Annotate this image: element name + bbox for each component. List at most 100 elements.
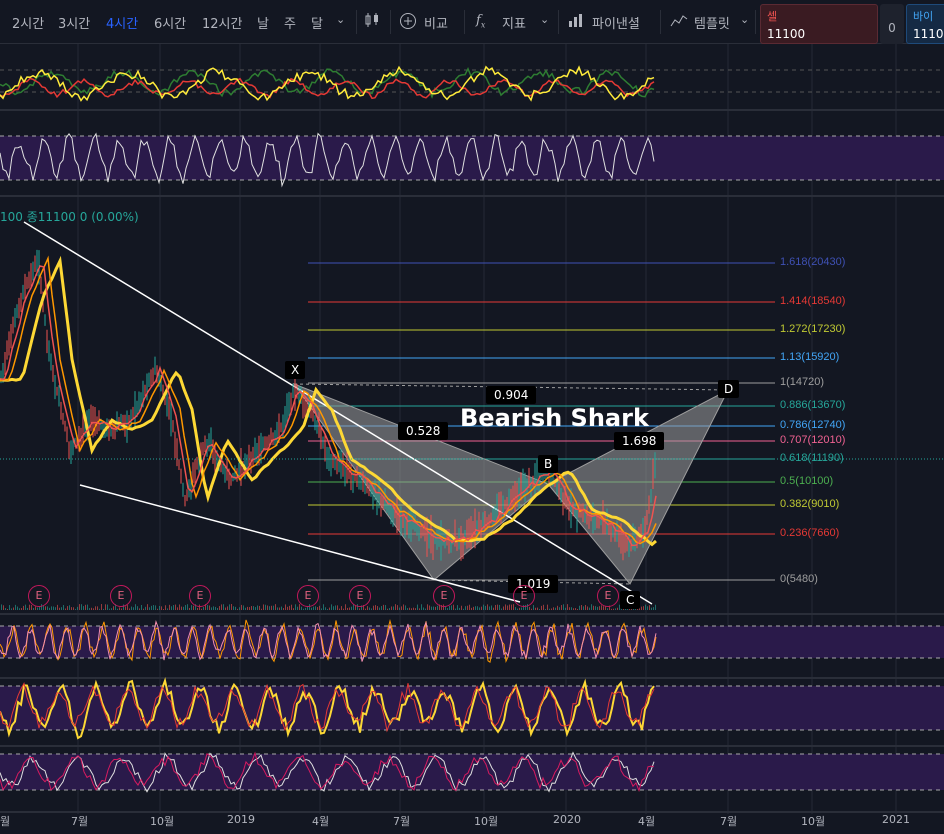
interval-dropdown-chevron-icon[interactable]: ⌄: [336, 13, 346, 26]
ratio-xd-label[interactable]: 0.904: [486, 386, 537, 404]
volume-bar: [517, 608, 518, 610]
buy-button[interactable]: 바이 11100: [906, 4, 944, 44]
volume-bar: [183, 606, 184, 610]
volume-bar: [189, 607, 190, 610]
volume-bar: [107, 604, 108, 610]
interval-3h[interactable]: 3시간: [58, 17, 91, 32]
volume-bar: [3, 605, 4, 610]
volume-bar: [151, 605, 152, 610]
volume-bar: [405, 605, 406, 610]
stoch3-magenta-line: [0, 751, 655, 793]
sell-button[interactable]: 셀 11100: [760, 4, 878, 44]
volume-bar: [531, 608, 532, 610]
chart-canvas[interactable]: [0, 44, 944, 834]
earnings-badge-icon[interactable]: E: [349, 585, 371, 607]
volume-bar: [403, 604, 404, 610]
volume-bar: [171, 606, 172, 610]
volume-bar: [343, 608, 344, 610]
point-d-label[interactable]: D: [718, 380, 740, 398]
volume-bar: [603, 606, 604, 610]
earnings-badge-icon[interactable]: E: [189, 585, 211, 607]
volume-bar: [491, 605, 492, 610]
volume-bar: [565, 607, 566, 610]
volume-bar: [249, 607, 250, 610]
volume-bar: [175, 604, 176, 610]
volume-bar: [303, 608, 304, 610]
volume-bar: [29, 604, 30, 610]
financial-button[interactable]: 파이낸셜: [592, 17, 640, 32]
volume-bar: [367, 606, 368, 610]
financial-layout-icon[interactable]: [568, 12, 584, 32]
volume-bar: [581, 605, 582, 610]
volume-bar: [377, 606, 378, 610]
volume-bar: [577, 608, 578, 610]
volume-bar: [191, 605, 192, 610]
volume-bar: [361, 605, 362, 610]
compare-button[interactable]: 비교: [424, 17, 448, 32]
template-dropdown-icon[interactable]: ⌄: [740, 13, 750, 26]
volume-bar: [283, 608, 284, 610]
volume-bar: [155, 605, 156, 610]
interval-2h[interactable]: 2시간: [12, 17, 45, 32]
compare-plus-icon[interactable]: [399, 12, 417, 34]
interval-6h[interactable]: 6시간: [154, 17, 187, 32]
volume-bar: [651, 607, 652, 610]
earnings-badge-icon[interactable]: E: [513, 585, 535, 607]
volume-bar: [379, 607, 380, 610]
interval-4h[interactable]: 4시간: [106, 17, 139, 32]
volume-bar: [285, 604, 286, 610]
volume-bar: [375, 605, 376, 610]
volume-bar: [115, 604, 116, 610]
template-icon[interactable]: [670, 12, 688, 32]
volume-bar: [493, 607, 494, 610]
candle-style-icon[interactable]: [364, 12, 380, 32]
volume-bar: [411, 608, 412, 610]
volume-bar: [431, 606, 432, 610]
indicators-button[interactable]: 지표: [502, 17, 526, 32]
pane-separators[interactable]: [0, 109, 944, 813]
indicators-dropdown-icon[interactable]: ⌄: [540, 13, 550, 26]
earnings-badge-icon[interactable]: E: [297, 585, 319, 607]
volume-bar: [395, 604, 396, 610]
pattern-title[interactable]: Bearish Shark: [460, 404, 649, 432]
volume-bar: [473, 606, 474, 610]
volume-bar: [461, 605, 462, 610]
volume-bar: [515, 607, 516, 610]
interval-week[interactable]: 주: [284, 17, 296, 32]
interval-day[interactable]: 날: [257, 17, 269, 32]
earnings-badge-icon[interactable]: E: [597, 585, 619, 607]
volume-bar: [125, 606, 126, 610]
volume-bar: [381, 606, 382, 610]
volume-bar: [315, 606, 316, 610]
point-b-label[interactable]: B: [538, 455, 559, 473]
indicators-fx-icon[interactable]: fx: [476, 13, 486, 30]
ratio-ab-label[interactable]: 0.528: [398, 422, 449, 440]
ratio-bc-label[interactable]: 1.698: [614, 432, 665, 450]
template-button[interactable]: 템플릿: [694, 17, 730, 32]
point-x-label[interactable]: X: [285, 361, 306, 379]
earnings-badge-icon[interactable]: E: [433, 585, 455, 607]
volume-bar: [407, 608, 408, 610]
earnings-badge-icon[interactable]: E: [110, 585, 132, 607]
volume-bar: [193, 605, 194, 610]
volume-bar: [645, 604, 646, 610]
earnings-badge-icon[interactable]: E: [28, 585, 50, 607]
volume-bar: [611, 608, 612, 610]
volume-bar: [13, 607, 14, 610]
volume-bar: [505, 604, 506, 610]
volume-bar: [335, 605, 336, 610]
interval-12h[interactable]: 12시간: [202, 17, 243, 32]
point-c-label[interactable]: C: [620, 591, 641, 609]
volume-bar: [145, 606, 146, 610]
dmi-green-line: [0, 67, 655, 99]
volume-bar: [273, 605, 274, 610]
interval-month[interactable]: 달: [311, 17, 323, 32]
volume-bar: [101, 604, 102, 610]
time-axis-label: 10월: [801, 815, 826, 828]
volume-bar: [209, 605, 210, 610]
volume-bar: [139, 608, 140, 610]
volume-bar: [419, 608, 420, 610]
volume-bar: [325, 607, 326, 610]
volume-bar: [231, 604, 232, 610]
volume-bar: [55, 607, 56, 610]
